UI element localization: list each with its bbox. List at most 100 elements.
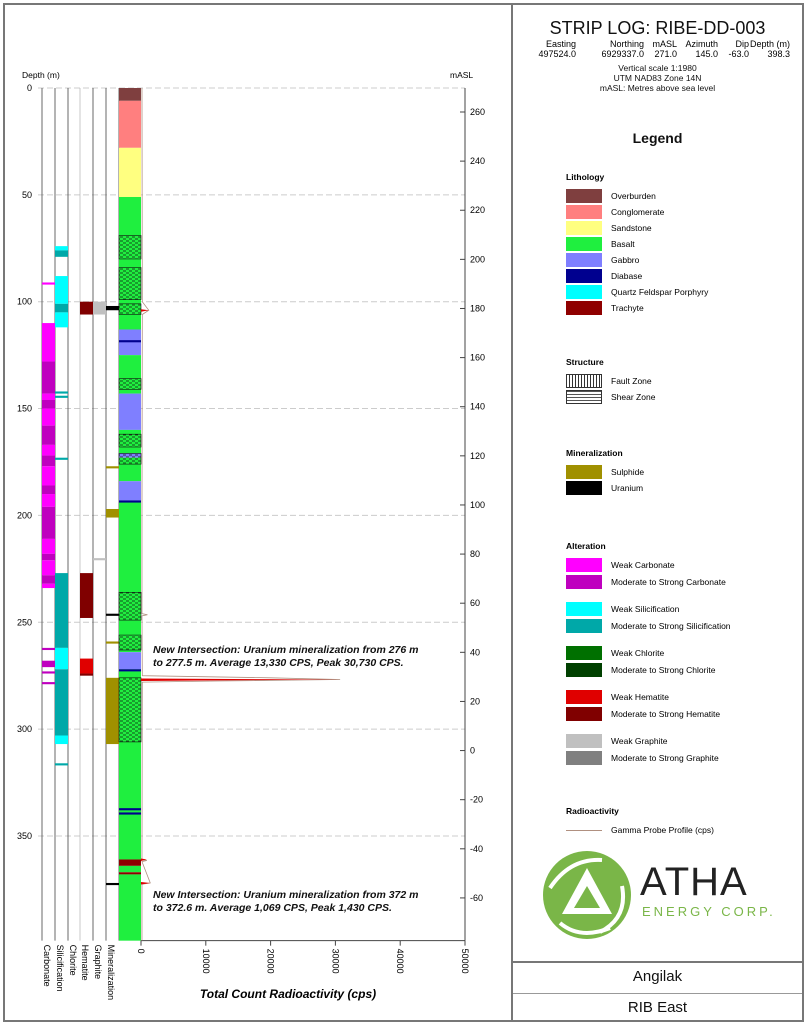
logo-wordmark: ATHA <box>640 860 748 904</box>
annotation-line: New Intersection: Uranium mineralization… <box>153 889 419 901</box>
legend-swatch <box>566 285 602 299</box>
shear-zone <box>118 677 142 743</box>
legend-label: Moderate to Strong Hematite <box>611 709 721 719</box>
radioactivity-spike <box>141 309 149 312</box>
legend-label: Gabbro <box>611 255 640 265</box>
header-notes: Vertical scale 1:1980 UTM NAD83 Zone 14N… <box>513 63 802 93</box>
depth-tick-label: 0 <box>27 83 32 93</box>
masl-tick-label: -40 <box>470 844 483 854</box>
annotation-372m: New Intersection: Uranium mineralization… <box>153 889 418 915</box>
masl-tick-label: 120 <box>470 451 485 461</box>
legend-label: Weak Graphite <box>611 736 668 746</box>
silicification-interval <box>55 573 68 648</box>
legend-swatch <box>566 663 602 677</box>
collar-label: Northing <box>609 39 644 49</box>
annotation-line: to 277.5 m. Average 13,330 CPS, Peak 30,… <box>153 657 404 669</box>
legend-label: Overburden <box>611 191 656 201</box>
shear-zone <box>118 235 142 260</box>
carbonate-interval <box>42 455 55 467</box>
carbonate-interval <box>42 660 55 668</box>
lithology-interval <box>119 500 141 653</box>
legend-label: Moderate to Strong Silicification <box>611 621 731 631</box>
depth-axis-label: Depth (m) <box>22 70 60 80</box>
footer-separator <box>513 993 802 994</box>
cps-axis-title: Total Count Radioactivity (cps) <box>200 987 376 1001</box>
graphite-interval <box>93 301 106 315</box>
radioactivity-spike <box>141 678 341 682</box>
lithology-interval <box>119 865 141 873</box>
depth-tick-label: 200 <box>17 510 32 520</box>
legend-label: Moderate to Strong Carbonate <box>611 577 726 587</box>
cps-tick-label: 30000 <box>330 949 340 974</box>
masl-tick-label: 240 <box>470 156 485 166</box>
legend-title: Legend <box>632 130 683 146</box>
column-label-chlorite: Chlorite <box>68 945 78 976</box>
legend-label: Shear Zone <box>611 392 656 402</box>
legend-swatch <box>566 751 602 765</box>
column-label-mineralization: Mineralization <box>106 945 116 1001</box>
logo-subtitle: ENERGY CORP. <box>642 904 776 919</box>
note-datum: UTM NAD83 Zone 14N <box>613 73 702 83</box>
diabase-interval <box>119 340 141 343</box>
annotation-line: to 372.6 m. Average 1,069 CPS, Peak 1,43… <box>153 902 392 914</box>
legend-label: Weak Chlorite <box>611 648 665 658</box>
cps-tick-label: 40000 <box>395 949 405 974</box>
legend-label: Weak Silicification <box>611 604 680 614</box>
column-label-graphite: Graphite <box>93 945 103 980</box>
carbonate-interval <box>42 466 55 486</box>
annotation-276m: New Intersection: Uranium mineralization… <box>153 644 418 670</box>
masl-tick-label: 180 <box>470 303 485 313</box>
radioactivity-spike <box>141 858 147 861</box>
carbonate-interval <box>42 425 55 445</box>
carbonate-interval <box>42 400 55 409</box>
silicification-interval <box>55 312 68 328</box>
legend-swatch <box>566 830 602 831</box>
legend-swatch <box>566 707 602 721</box>
legend-swatch <box>566 734 602 748</box>
legend-label: Sandstone <box>611 223 652 233</box>
shear-zone <box>118 453 142 465</box>
masl-tick-label: 60 <box>470 598 480 608</box>
note-masl: mASL: Metres above sea level <box>599 83 716 93</box>
legend-label: Moderate to Strong Chlorite <box>611 665 716 675</box>
collar-label: Azimuth <box>685 39 718 49</box>
lithology-interval <box>119 859 141 866</box>
legend-swatch <box>566 205 602 219</box>
mineralization-interval <box>106 466 119 469</box>
project-name: Angilak <box>632 968 683 985</box>
silicification-interval <box>55 395 68 398</box>
carbonate-interval <box>42 538 55 554</box>
hematite-interval <box>80 573 93 618</box>
shear-zone <box>118 303 142 315</box>
cps-tick-label: 0 <box>136 949 146 954</box>
mineralization-interval <box>106 677 119 745</box>
gamma-profile-line <box>141 87 341 941</box>
silicification-interval <box>55 246 68 251</box>
mineralization-interval <box>106 882 119 886</box>
mineralization-interval <box>106 641 119 644</box>
legend-section-lithology: Lithology <box>566 172 605 182</box>
shear-zone <box>118 378 142 390</box>
collar-value: 271.0 <box>654 49 677 59</box>
legend-label: Trachyte <box>611 303 644 313</box>
depth-tick-label: 300 <box>17 724 32 734</box>
masl-tick-label: 100 <box>470 500 485 510</box>
carbonate-interval <box>42 408 55 426</box>
footer-divider <box>513 961 802 963</box>
carbonate-interval <box>42 506 55 539</box>
carbonate-interval <box>42 575 55 584</box>
legend-swatch <box>566 558 602 572</box>
collar-value: 145.0 <box>695 49 718 59</box>
masl-tick-label: 20 <box>470 696 480 706</box>
collar-value: -63.0 <box>728 49 749 59</box>
legend-label: Weak Carbonate <box>611 560 675 570</box>
legend-section-radioactivity: Radioactivity <box>566 806 619 816</box>
legend-label: Basalt <box>611 239 635 249</box>
mineralization-interval <box>106 508 119 518</box>
hematite-interval <box>80 658 93 674</box>
masl-tick-label: -20 <box>470 795 483 805</box>
legend-label: Fault Zone <box>611 376 652 386</box>
masl-tick-label: 160 <box>470 353 485 363</box>
